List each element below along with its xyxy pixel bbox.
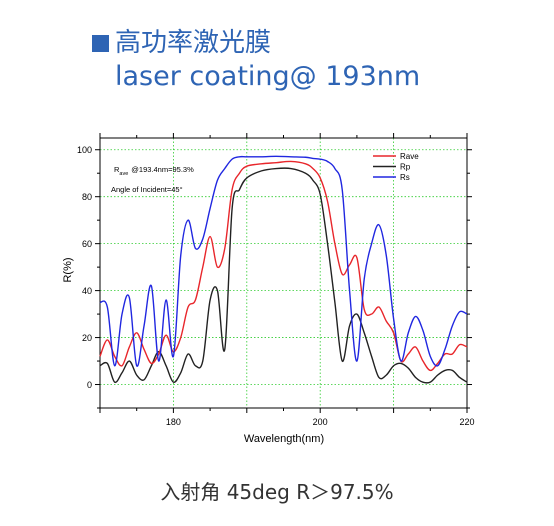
title-en: laser coating@ 193nm bbox=[115, 61, 421, 92]
legend-label-rs: Rs bbox=[400, 173, 410, 182]
x-tick-label: 200 bbox=[313, 417, 328, 427]
bullet-square-icon bbox=[92, 34, 109, 52]
title-cn: 高功率激光膜 bbox=[115, 28, 272, 58]
y-tick-label: 40 bbox=[82, 286, 92, 296]
annotation-rave-rest: @193.4nm=95.3% bbox=[131, 165, 194, 174]
annotation-rave-sub: ave bbox=[119, 171, 128, 177]
legend-label-rave: Rave bbox=[400, 152, 419, 161]
x-tick-label: 220 bbox=[459, 417, 474, 427]
annotation-rave-main: R bbox=[114, 165, 120, 174]
series-line-rave bbox=[99, 160, 468, 372]
x-tick-label: 180 bbox=[166, 417, 181, 427]
title-cn-line: 高功率激光膜 bbox=[92, 26, 420, 60]
x-axis-label: Wavelength(nm) bbox=[244, 433, 324, 445]
data-series bbox=[99, 155, 468, 384]
slide-title: 高功率激光膜 laser coating@ 193nm bbox=[92, 26, 420, 94]
annotation-rave: Rave @193.4nm=95.3% bbox=[114, 165, 194, 177]
y-tick-label: 0 bbox=[87, 380, 92, 390]
plot-frame bbox=[99, 137, 468, 409]
y-tick-label: 100 bbox=[77, 145, 92, 155]
series-line-rp bbox=[99, 167, 468, 384]
annotations: Rave @193.4nm=95.3% Angle of Incident=45° bbox=[111, 165, 194, 194]
axis-ticks: 0 20 40 60 80 100 180 200 220 bbox=[77, 133, 475, 427]
y-axis-label: R(%) bbox=[62, 257, 74, 282]
y-tick-label: 60 bbox=[82, 239, 92, 249]
caption: 入射角 45deg R＞97.5% bbox=[160, 480, 394, 504]
annotation-angle: Angle of Incident=45° bbox=[111, 185, 183, 194]
series-line-rs bbox=[99, 155, 468, 367]
grid-lines bbox=[100, 138, 467, 408]
y-tick-label: 80 bbox=[82, 192, 92, 202]
legend-label-rp: Rp bbox=[400, 163, 411, 172]
y-tick-label: 20 bbox=[82, 333, 92, 343]
